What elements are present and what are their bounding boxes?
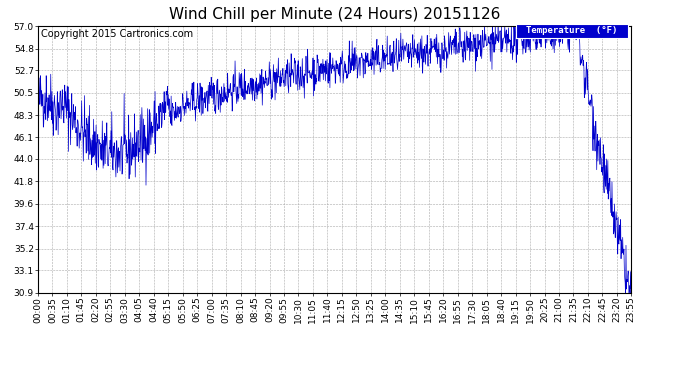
- Text: Copyright 2015 Cartronics.com: Copyright 2015 Cartronics.com: [41, 29, 193, 39]
- Title: Wind Chill per Minute (24 Hours) 20151126: Wind Chill per Minute (24 Hours) 2015112…: [169, 8, 500, 22]
